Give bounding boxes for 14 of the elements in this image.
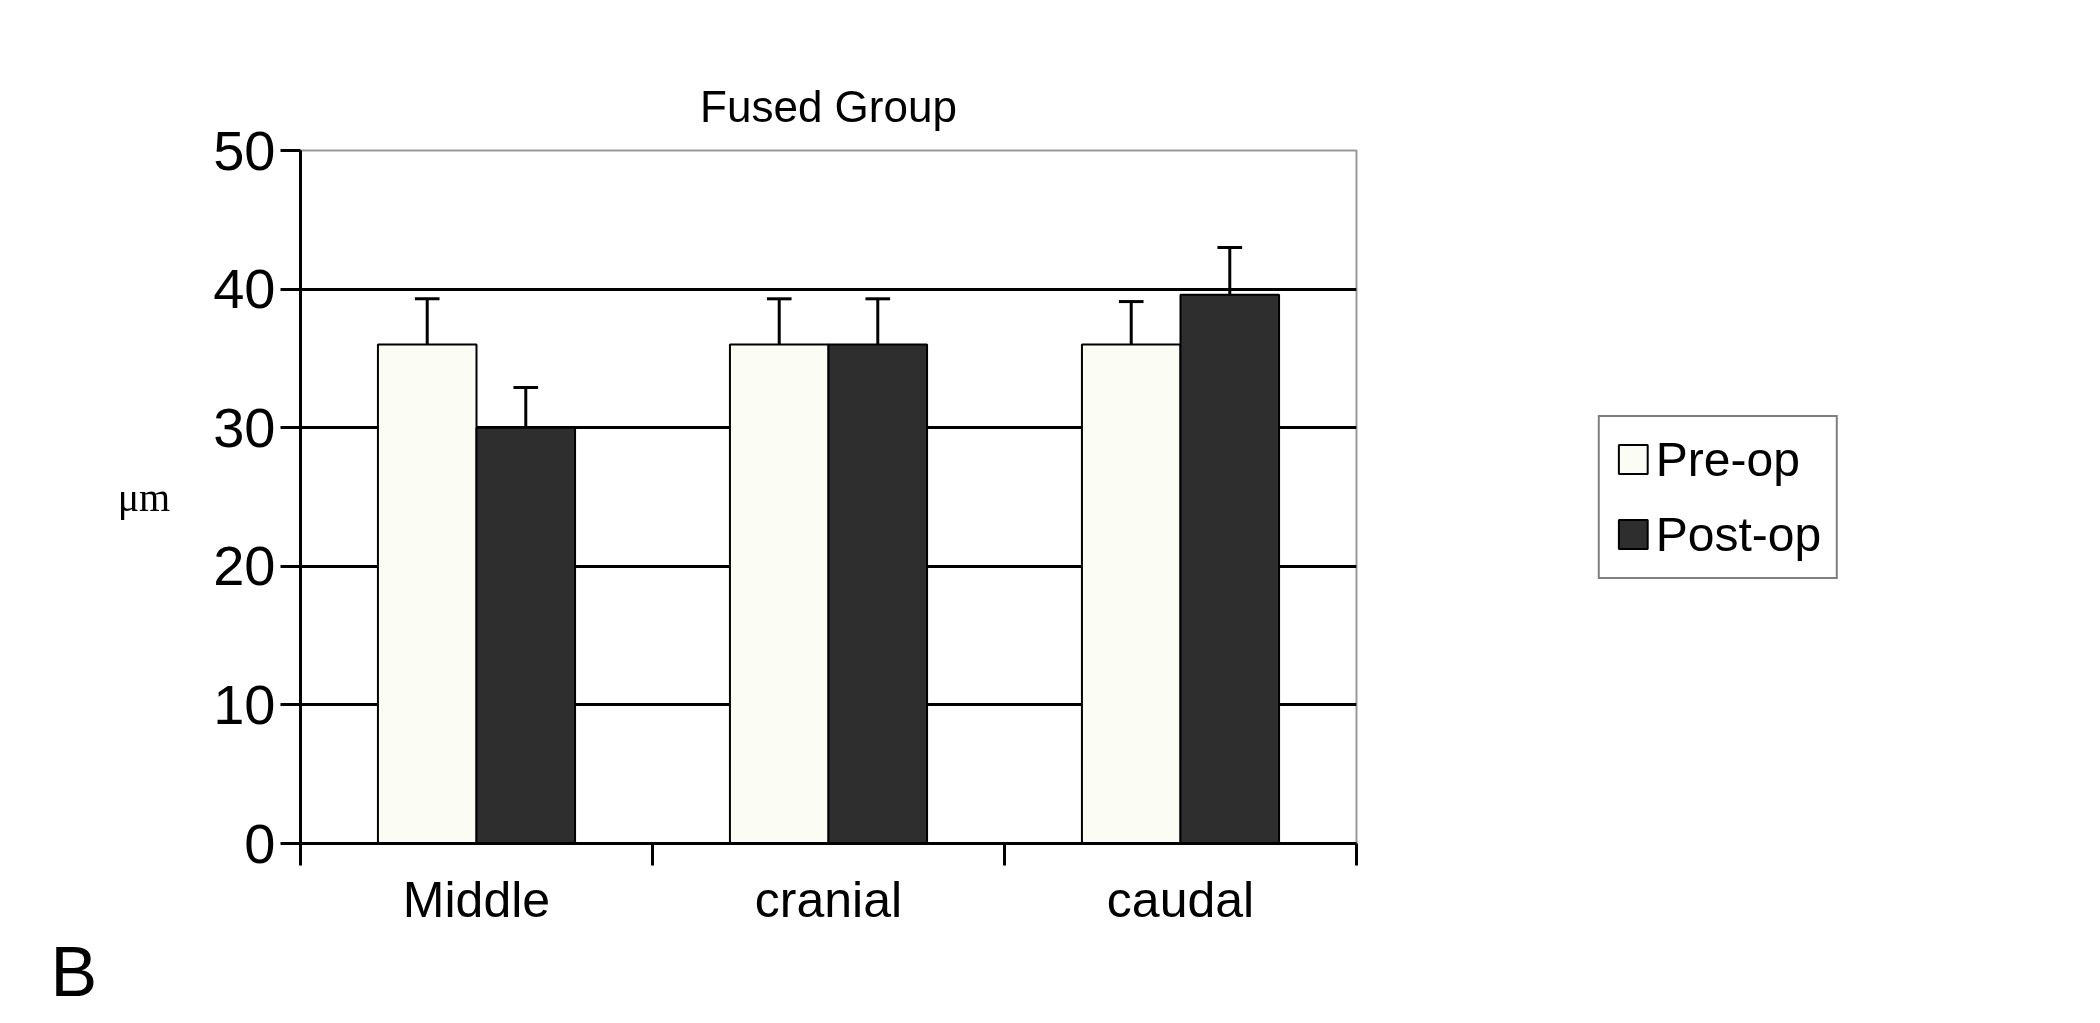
y-tick-label: 10 [213, 672, 276, 736]
x-tick-label: cranial [754, 871, 903, 928]
y-tick-label: 40 [213, 257, 276, 321]
y-tick-label: 30 [213, 395, 276, 459]
y-tick-label: 20 [213, 534, 276, 598]
legend-label: Post-op [1655, 506, 1822, 562]
legend-label: Pre-op [1655, 431, 1800, 487]
x-tick-label: caudal [1106, 871, 1255, 928]
chart-title: Fused Group [700, 81, 957, 131]
y-tick-label: 0 [244, 811, 276, 875]
y-axis-title: μm [117, 474, 171, 520]
text: B [50, 932, 98, 1011]
y-tick-label: 50 [213, 118, 276, 182]
x-tick-label: Middle [402, 871, 551, 928]
